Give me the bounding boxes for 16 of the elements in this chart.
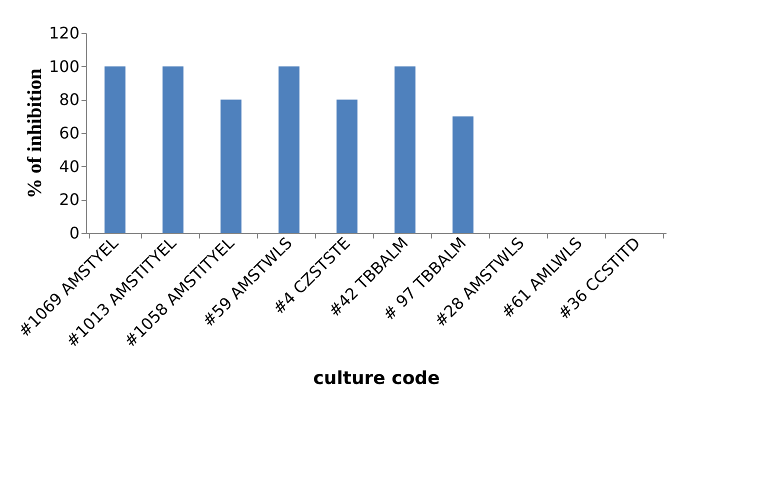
bar bbox=[336, 100, 358, 233]
y-tick-label: 120 bbox=[48, 24, 80, 42]
x-axis-title: culture code bbox=[313, 368, 440, 390]
bar bbox=[104, 66, 126, 233]
y-tick-label: 100 bbox=[48, 56, 80, 76]
y-tick-label: 20 bbox=[59, 190, 80, 210]
bar bbox=[394, 66, 416, 233]
bar bbox=[278, 66, 300, 233]
y-axis-title: % of inhibition bbox=[24, 68, 46, 199]
y-tick-label: 60 bbox=[59, 124, 80, 142]
y-tick-label: 0 bbox=[69, 224, 80, 242]
y-tick-label: 80 bbox=[59, 90, 80, 110]
bar bbox=[452, 116, 474, 233]
y-tick-label: 40 bbox=[59, 156, 80, 176]
bar bbox=[162, 66, 184, 233]
bar bbox=[220, 100, 242, 233]
